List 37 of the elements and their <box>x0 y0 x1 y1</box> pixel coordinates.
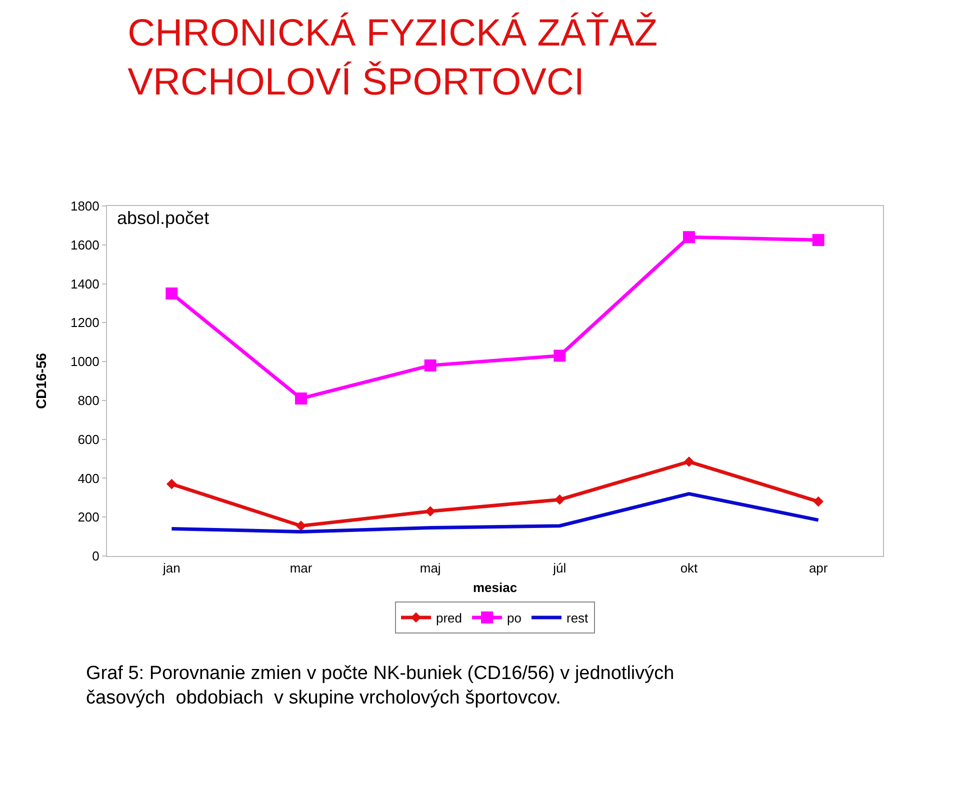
point <box>812 234 824 246</box>
x-tick-label: apr <box>808 560 828 576</box>
x-axis-title: mesiac <box>472 580 518 596</box>
text: Graf 5: Porovnanie zmien v počte NK-buniek (CD16/56) v jednotlivých časových obdobiach v skupine vrcholových športovcov. <box>86 663 674 709</box>
point <box>554 350 566 362</box>
x-tick-label: okt <box>680 560 698 576</box>
point <box>683 231 695 244</box>
point <box>813 496 824 507</box>
legend-label: rest <box>566 610 589 626</box>
legend-label: pred <box>436 610 462 626</box>
point <box>296 520 306 532</box>
y-tick-label: 1000 <box>70 354 100 370</box>
y-tick-label: 0 <box>92 548 100 564</box>
y-tick-label: 1200 <box>70 315 100 330</box>
y-tick-label: 400 <box>78 470 100 486</box>
chart-title: CHRONICKÁ FYZICKÁ ZÁŤAŽ VRCHOLOVÍ ŠPORTOVCI <box>128 11 658 104</box>
x-tick-label: mar <box>290 560 313 576</box>
y-axis-title: CD16-56 <box>33 352 50 410</box>
y-tick-label: 800 <box>78 392 100 408</box>
point <box>425 506 436 516</box>
point <box>424 359 436 372</box>
y-tick-label: 200 <box>78 510 100 525</box>
x-tick-label: maj <box>420 560 441 576</box>
point <box>295 392 307 404</box>
annotation: absol.počet <box>117 208 210 228</box>
y-tick-label: 600 <box>78 432 100 447</box>
point <box>554 494 565 505</box>
x-tick-label: jan <box>162 560 180 576</box>
point <box>166 478 177 490</box>
y-tick-label: 1800 <box>70 198 100 214</box>
legend-label: po <box>507 610 522 626</box>
point <box>166 288 178 300</box>
y-tick-label: 1600 <box>70 237 100 252</box>
y-tick-label: 1400 <box>70 276 100 292</box>
x-tick-label: júl <box>552 560 566 576</box>
point <box>684 456 694 467</box>
line-series <box>170 492 820 534</box>
